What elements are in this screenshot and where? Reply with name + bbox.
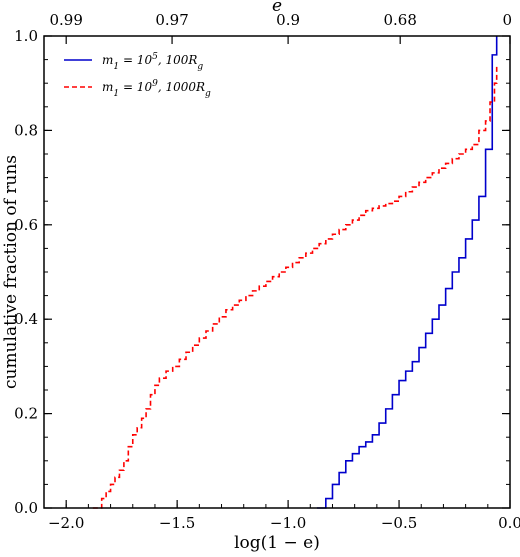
x-tick-label: −2.0 [48,514,84,532]
x-axis-label: log(1 − e) [234,533,320,553]
y-tick-label: 0.2 [14,405,38,423]
axis-ticks: −2.0 −1.5 −1.0 −0.5 0.0 0.0 0.2 0.4 0.6 0.8 1.0 0.9… [14,11,520,532]
legend-label-2: m1 = 109, 1000Rg [102,79,211,99]
x-tick-label: −1.0 [270,514,306,532]
y-axis-label: cumulative fraction of runs [1,155,21,389]
top-axis-label: e [272,0,282,16]
y-tick-label: 0.0 [14,499,38,517]
top-tick-label: 0.9 [276,11,300,29]
top-tick-label: 0.97 [155,11,188,29]
legend-label-1: m1 = 105, 100Rg [102,52,203,72]
legend: m1 = 105, 100Rg m1 = 109, 1000Rg [64,52,211,99]
x-tick-label: −0.5 [381,514,417,532]
top-tick-label: 0.99 [49,11,82,29]
series-line-1 [316,36,498,509]
plot-content [92,36,498,509]
top-tick-label: 0 [502,11,512,29]
x-tick-label: −1.5 [159,514,195,532]
series-line-2 [92,64,498,509]
top-tick-label: 0.68 [383,11,416,29]
y-tick-label: 0.4 [14,310,38,328]
y-tick-label: 1.0 [14,27,38,45]
x-tick-label: 0.0 [498,514,520,532]
y-tick-label: 0.6 [14,216,38,234]
y-tick-label: 0.8 [14,121,38,139]
plot-frame [43,35,511,509]
